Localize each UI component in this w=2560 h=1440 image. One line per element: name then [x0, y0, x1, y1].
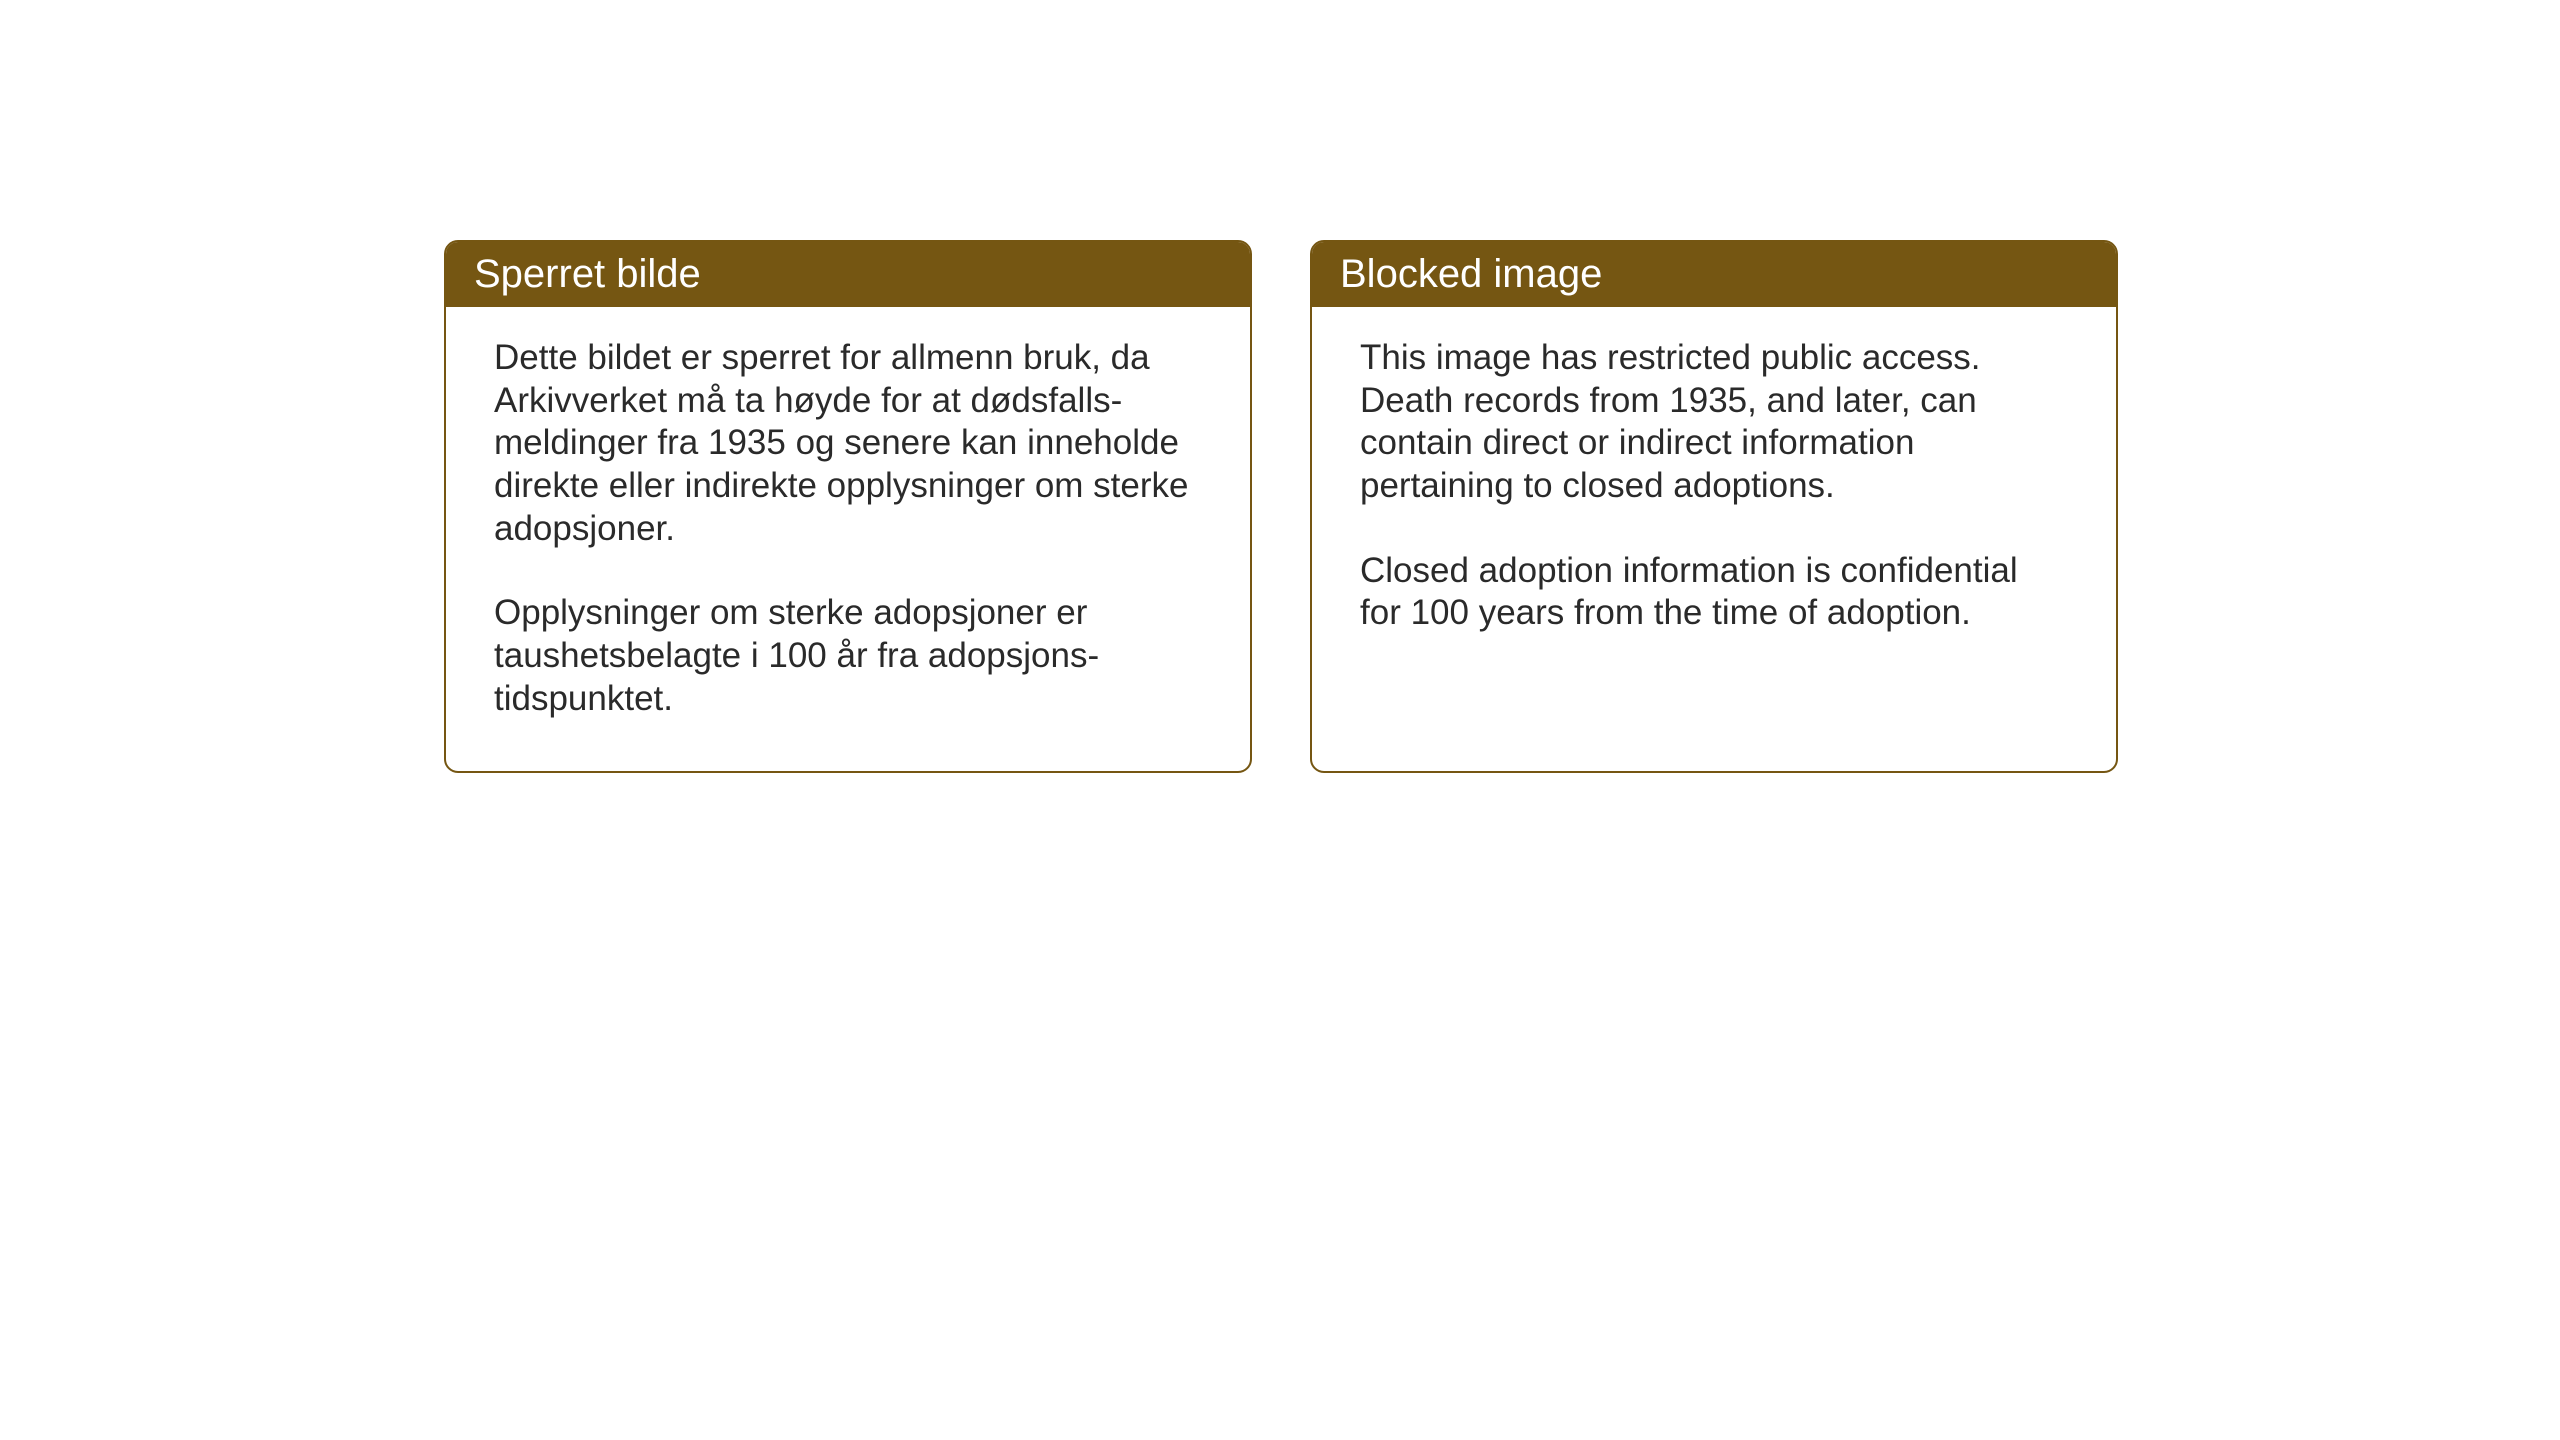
notice-body-norwegian: Dette bildet er sperret for allmenn bruk…: [446, 307, 1250, 771]
notice-container: Sperret bilde Dette bildet er sperret fo…: [444, 240, 2118, 773]
notice-paragraph: Dette bildet er sperret for allmenn bruk…: [494, 337, 1202, 550]
notice-body-english: This image has restricted public access.…: [1312, 307, 2116, 685]
notice-paragraph: Opplysninger om sterke adopsjoner er tau…: [494, 592, 1202, 720]
notice-card-norwegian: Sperret bilde Dette bildet er sperret fo…: [444, 240, 1252, 773]
notice-card-english: Blocked image This image has restricted …: [1310, 240, 2118, 773]
notice-paragraph: This image has restricted public access.…: [1360, 337, 2068, 508]
notice-paragraph: Closed adoption information is confident…: [1360, 550, 2068, 635]
notice-header-english: Blocked image: [1312, 242, 2116, 307]
notice-header-norwegian: Sperret bilde: [446, 242, 1250, 307]
